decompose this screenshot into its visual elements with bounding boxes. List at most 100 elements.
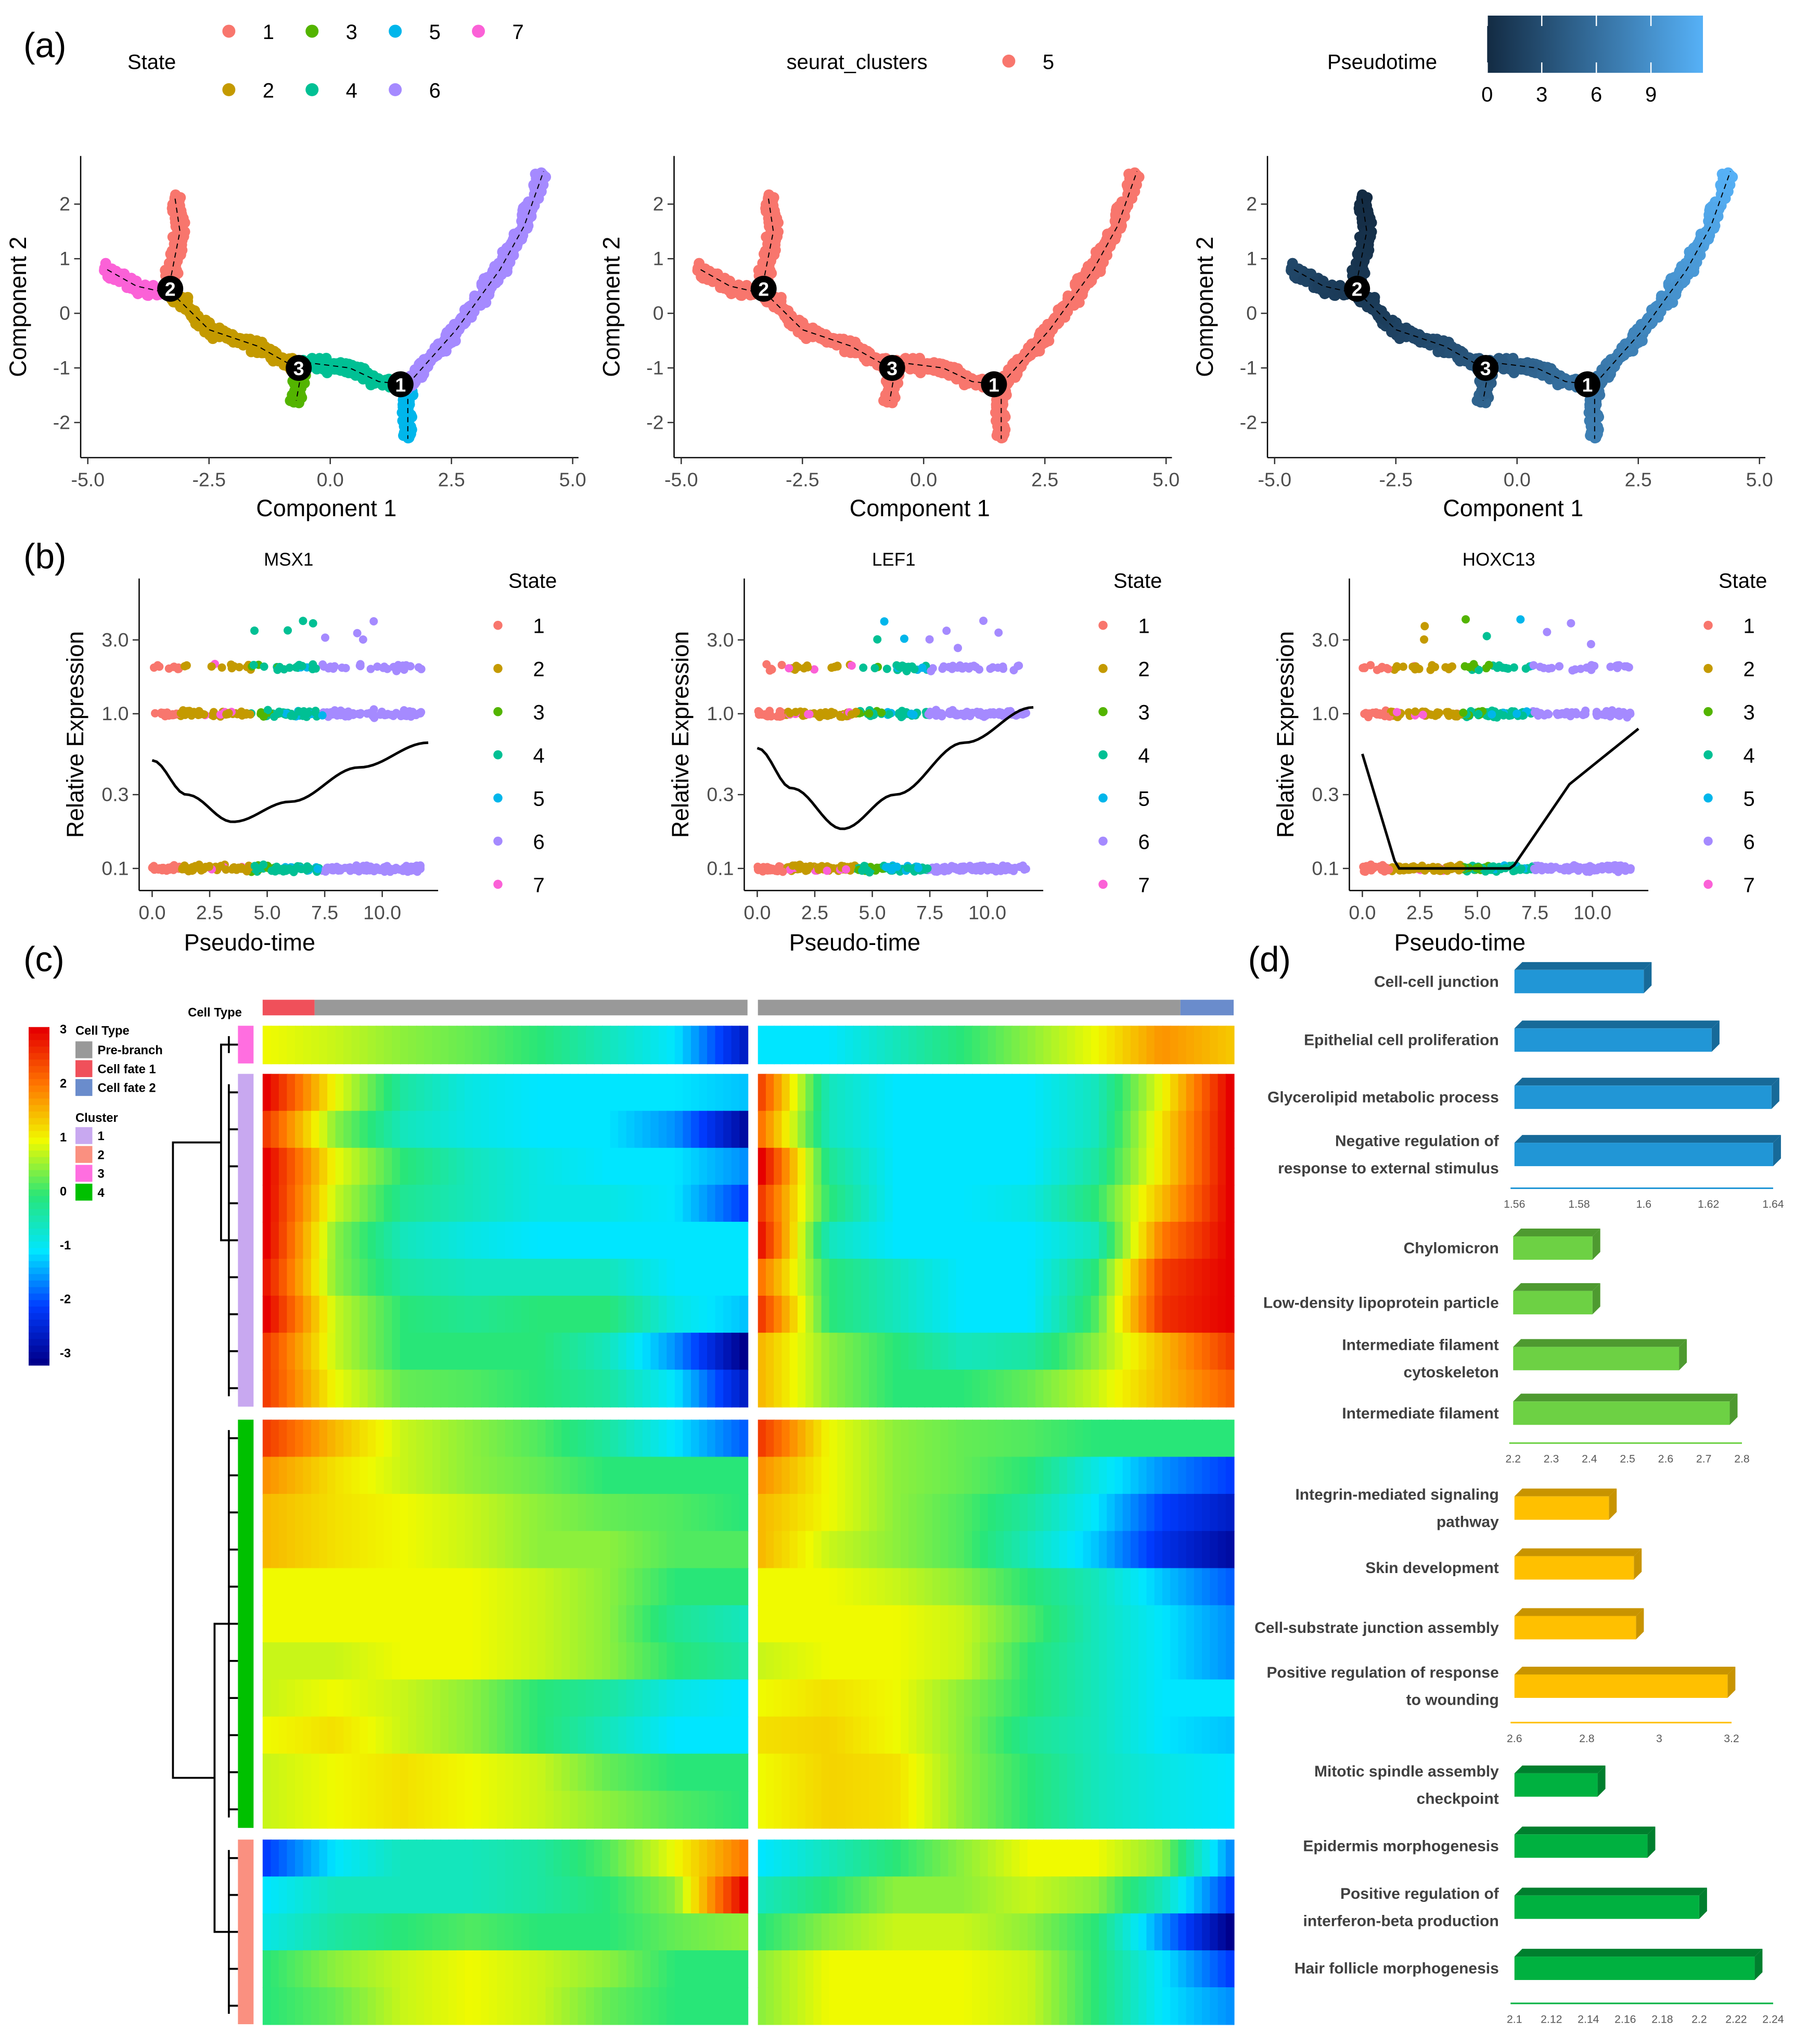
branch-point-label: 3	[887, 357, 898, 379]
cell-point	[767, 664, 776, 673]
y-tick-label: 3.0	[101, 629, 129, 650]
cell-point	[176, 209, 187, 220]
cell-point	[150, 663, 159, 672]
cell-point	[1078, 278, 1090, 290]
cell-point	[1591, 399, 1602, 410]
x-tick-label: 0.0	[744, 901, 771, 923]
cell-point	[299, 617, 307, 625]
cell-point	[524, 201, 536, 213]
cell-point	[842, 865, 851, 874]
cell-point	[719, 279, 730, 291]
cell-point	[332, 862, 341, 871]
cell-point	[777, 712, 786, 721]
x-axis-title: Component 1	[256, 495, 396, 521]
y-tick-label: 0.3	[101, 784, 129, 806]
legend-title-clusters: seurat_clusters	[787, 50, 928, 73]
legend-title-state: State	[508, 569, 557, 592]
cell-point	[828, 710, 837, 719]
legend-label-state: 6	[1138, 830, 1149, 853]
cell-point	[1018, 861, 1027, 870]
legend-label-state: 7	[533, 874, 544, 897]
cell-point	[414, 663, 423, 672]
x-tick-label: 5.0	[559, 468, 586, 490]
cell-point	[229, 863, 238, 872]
x-tick-label: 2.5	[196, 901, 223, 923]
y-tick-label: 1.0	[101, 702, 129, 724]
cell-point	[298, 661, 306, 670]
legend-swatch-state-1	[1098, 620, 1108, 630]
cell-point	[259, 712, 268, 721]
legend-swatch-state-5	[493, 793, 503, 803]
y-tick-label: 1.0	[1312, 702, 1339, 724]
cell-point	[189, 708, 198, 717]
cell-point	[1000, 709, 1009, 718]
cell-point	[309, 660, 317, 669]
legend-swatch-state-6	[1098, 836, 1108, 846]
cell-point	[404, 399, 415, 410]
trajectory-backbone	[107, 269, 161, 292]
gene-title: MSX1	[264, 549, 313, 570]
cell-point	[859, 663, 868, 672]
x-tick-label: 2.5	[1406, 901, 1433, 923]
legend-swatch-state-7	[493, 879, 503, 889]
legend-label-state: 4	[533, 745, 544, 768]
cell-point	[398, 430, 409, 441]
legend-swatch-cluster	[1002, 54, 1016, 68]
gene-title: HOXC13	[1463, 549, 1535, 570]
colorbar-tick-label: 6	[1591, 83, 1602, 106]
trend-line	[151, 741, 429, 823]
cell-point	[914, 864, 922, 873]
trajectory-backbone	[170, 291, 297, 368]
y-tick-label: 0.3	[707, 784, 734, 806]
legend-title-pseudotime: Pseudotime	[1327, 50, 1437, 73]
cell-point	[356, 709, 365, 718]
x-tick-label: -2.5	[786, 468, 819, 490]
cell-point	[1672, 278, 1683, 290]
cell-point	[895, 663, 904, 672]
cell-point	[765, 217, 776, 228]
cell-point	[484, 278, 496, 290]
panel-label-d: (d)	[1248, 940, 1291, 979]
cell-point	[943, 369, 955, 381]
legend-label-state: 2	[533, 658, 544, 681]
cell-point	[853, 341, 864, 352]
branch-point-label: 1	[395, 374, 406, 395]
legend-title-state: State	[1113, 569, 1162, 592]
x-tick-label: 10.0	[968, 901, 1006, 923]
cell-point	[191, 313, 203, 325]
legend-label-state: 7	[1138, 874, 1149, 897]
branch-point-label: 2	[165, 278, 176, 300]
cell-point	[303, 709, 312, 718]
cell-point	[1568, 864, 1577, 873]
cell-point	[201, 326, 212, 338]
cell-point	[240, 865, 249, 874]
cell-point	[353, 629, 362, 637]
legend-swatch-state-1	[493, 620, 503, 630]
cell-point	[1647, 313, 1658, 325]
branch-point-label: 1	[989, 374, 999, 395]
cell-point	[100, 258, 111, 269]
y-axis-title: Relative Expression	[62, 631, 88, 838]
legend-label-state: 7	[512, 21, 523, 44]
colorbar-tick-label: 3	[1536, 83, 1547, 106]
cell-point	[184, 867, 193, 876]
x-tick-label: 7.5	[916, 901, 943, 923]
cell-point	[1536, 369, 1548, 381]
cell-point	[972, 707, 981, 716]
x-tick-label: 2.5	[801, 901, 828, 923]
cell-point	[922, 362, 934, 374]
trajectory-backbone	[1001, 171, 1138, 385]
cell-point	[788, 861, 797, 870]
cell-point	[785, 313, 796, 325]
cell-point	[939, 864, 948, 873]
cell-point	[125, 279, 137, 291]
cell-point	[170, 662, 178, 671]
cell-point	[421, 356, 432, 368]
cell-point	[287, 711, 296, 720]
cell-point	[1118, 201, 1129, 213]
x-tick-label: -5.0	[71, 468, 105, 490]
cell-point	[181, 662, 189, 671]
y-tick-label: 0	[1246, 302, 1257, 324]
branch-point-marker	[981, 371, 1007, 398]
